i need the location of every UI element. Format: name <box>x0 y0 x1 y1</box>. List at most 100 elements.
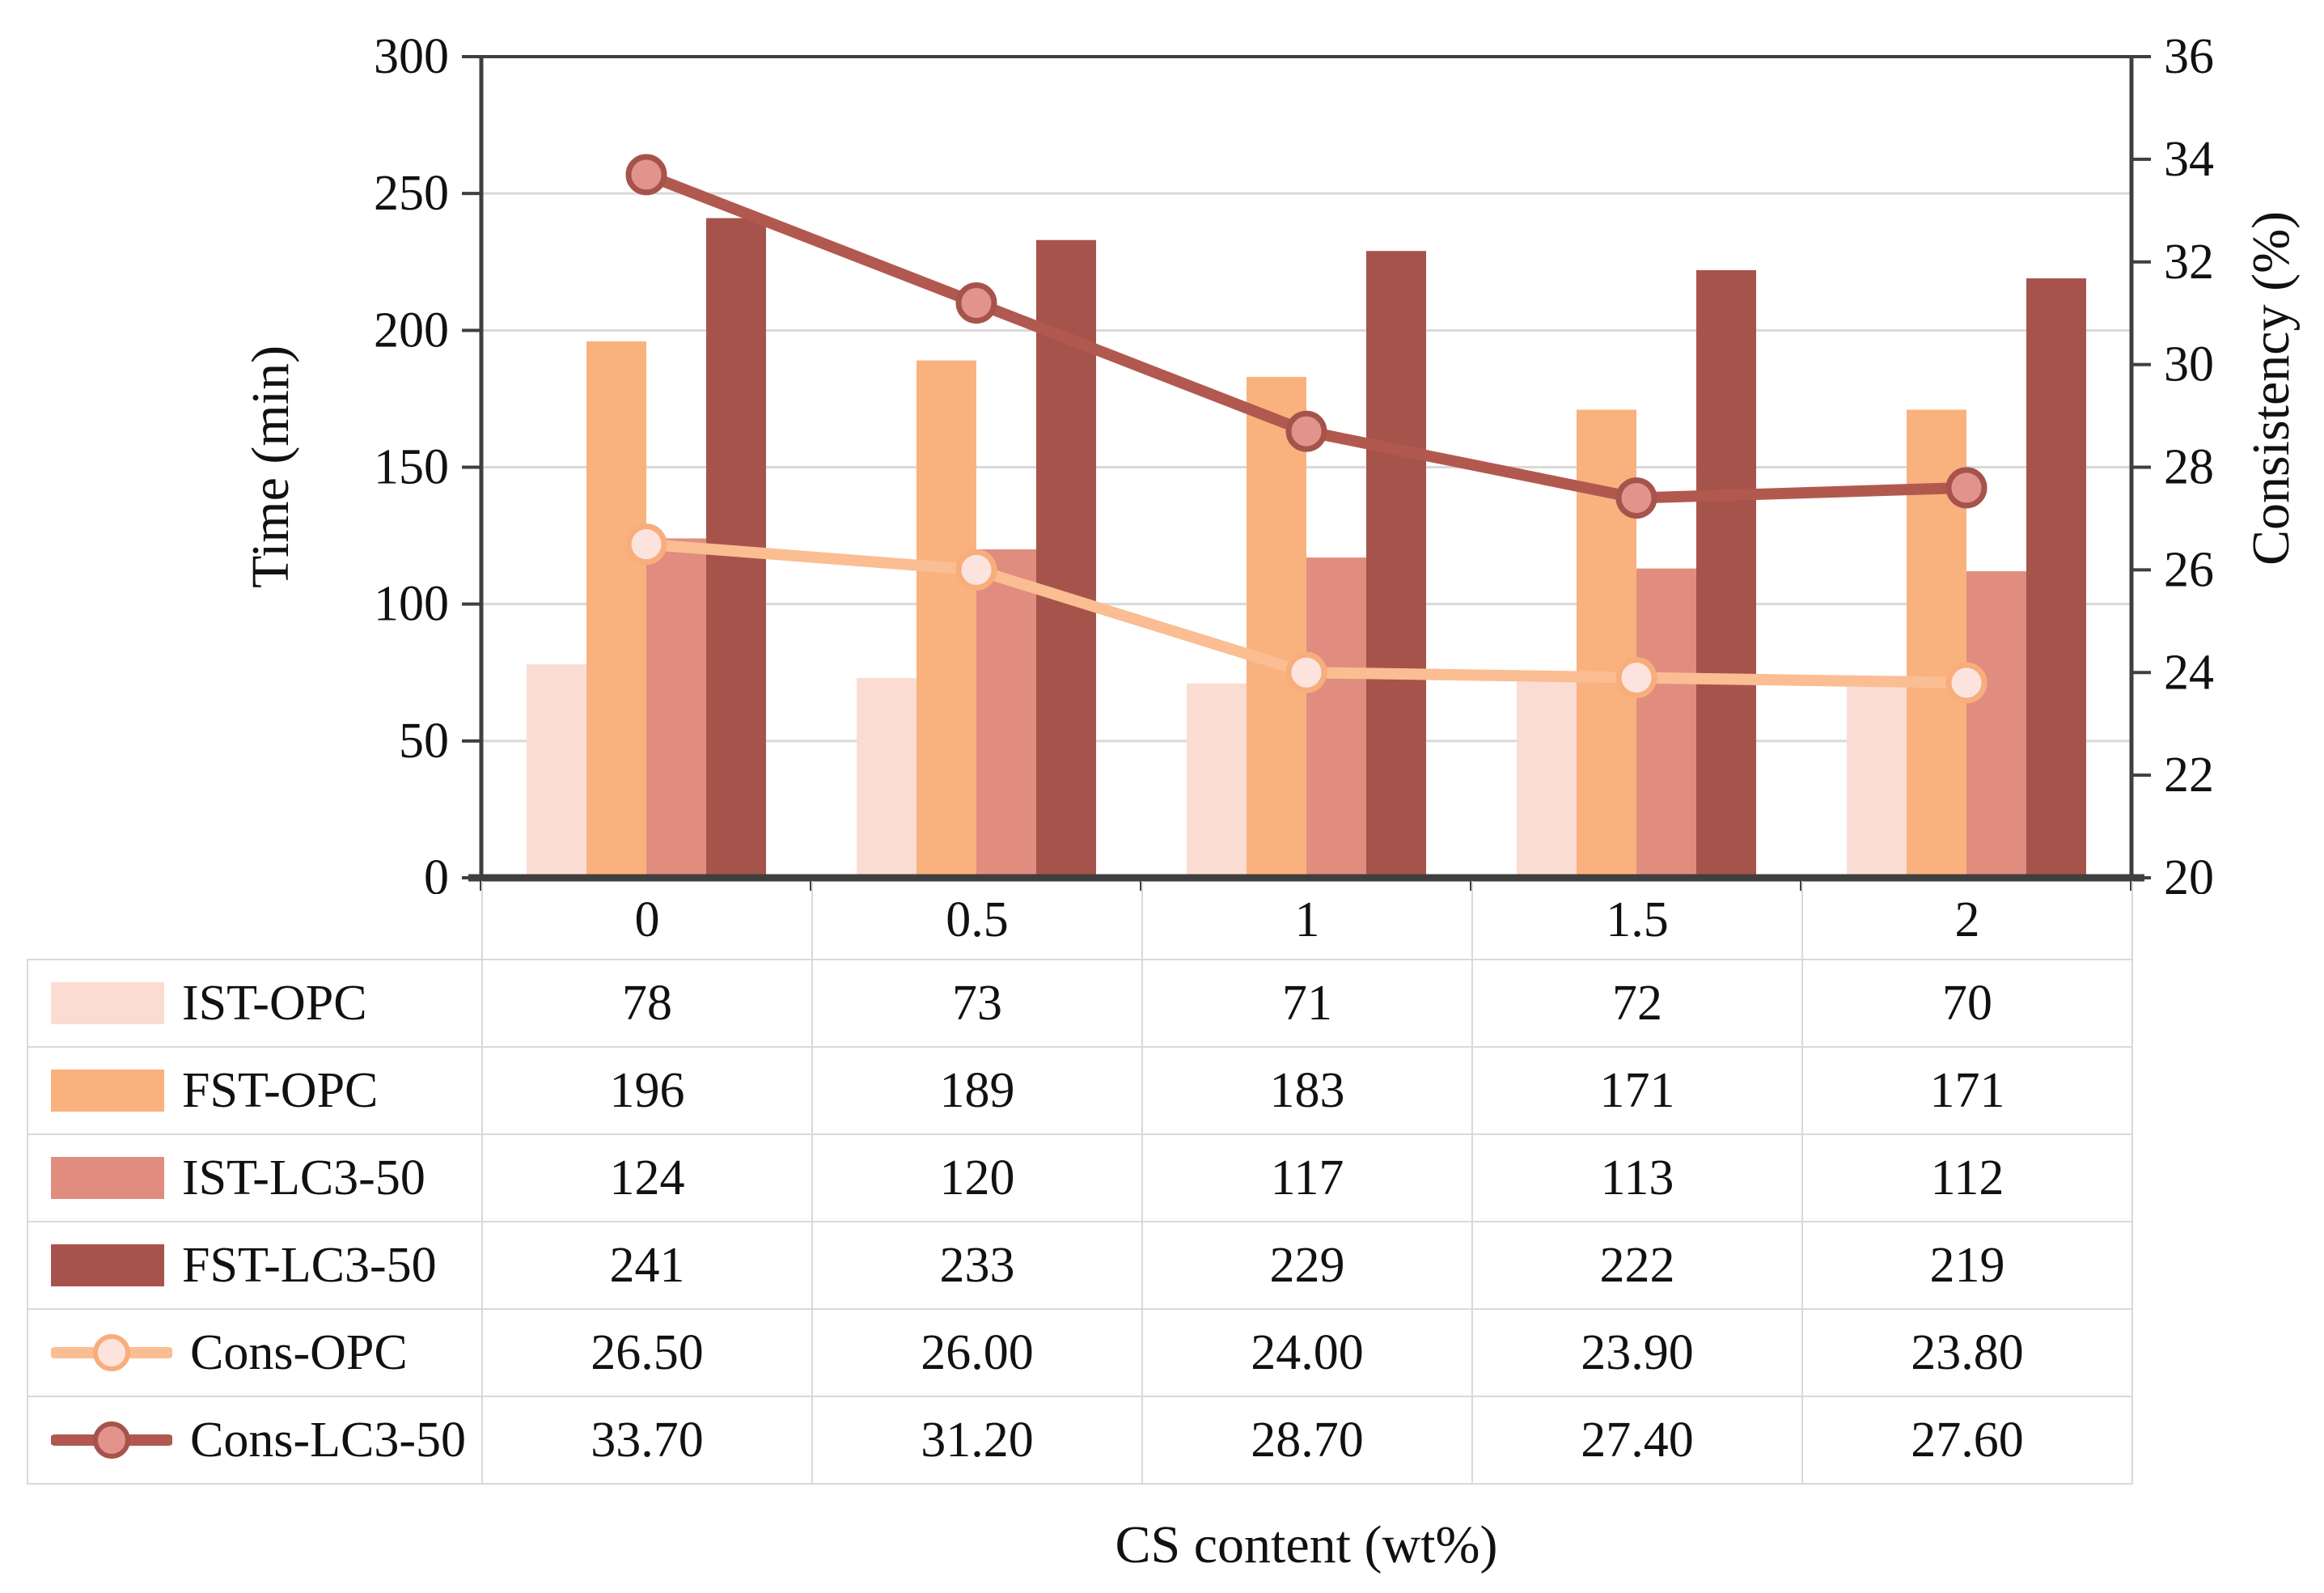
value-cell: 171 <box>1801 1046 2133 1135</box>
right-axis-tick-label: 24 <box>2164 645 2214 700</box>
value-cell: 26.50 <box>481 1308 813 1397</box>
value-cell: 120 <box>811 1133 1143 1222</box>
value-cell: 78 <box>481 959 813 1048</box>
legend-wrap: FST-LC3-50 <box>29 1237 480 1294</box>
category-row-blank-cell <box>28 881 482 960</box>
right-axis-tick-label: 30 <box>2164 337 2214 392</box>
legend-wrap: FST-OPC <box>29 1062 480 1120</box>
value-cell: 171 <box>1471 1046 1803 1135</box>
marker-Cons-OPC <box>1615 657 1657 699</box>
value-cell: 196 <box>481 1046 813 1135</box>
bar-FST-LC3-50 <box>1696 269 1756 878</box>
legend-wrap: Cons-OPC <box>29 1324 480 1382</box>
left-axis-tick-label: 300 <box>374 29 449 84</box>
legend-swatch-FST-LC3-50 <box>51 1244 164 1286</box>
legend-wrap: IST-OPC <box>29 975 480 1032</box>
legend-swatch-IST-OPC <box>51 982 164 1024</box>
bar-IST-LC3-50 <box>1306 557 1366 878</box>
bar-FST-LC3-50 <box>2026 278 2086 878</box>
bar-IST-LC3-50 <box>976 549 1036 878</box>
category-label: 0.5 <box>811 881 1143 960</box>
left-axis-tick-label: 100 <box>374 577 449 632</box>
legend-cell: FST-LC3-50 <box>27 1221 483 1310</box>
category-label: 1.5 <box>1471 881 1803 960</box>
value-cell: 33.70 <box>481 1396 813 1485</box>
left-axis-title: Time (min) <box>241 345 300 589</box>
bar-IST-LC3-50 <box>1966 571 2026 878</box>
value-cell: 112 <box>1801 1133 2133 1222</box>
value-cell: 113 <box>1471 1133 1803 1222</box>
right-axis-tick-label: 20 <box>2164 850 2214 894</box>
marker-Cons-OPC <box>625 523 667 566</box>
left-axis-tick-label: 50 <box>399 714 449 769</box>
value-cell: 31.20 <box>811 1396 1143 1485</box>
bar-IST-OPC <box>857 678 916 878</box>
series-label: FST-OPC <box>182 1062 379 1118</box>
category-label: 2 <box>1801 881 2133 960</box>
value-cell: 219 <box>1801 1221 2133 1310</box>
value-cell: 23.90 <box>1471 1308 1803 1397</box>
marker-Cons-OPC <box>955 549 997 591</box>
legend-swatch-Cons-OPC <box>51 1334 172 1371</box>
data-table: 0 0.5 1 1.5 2 IST-OPC 78 73 71 72 70 FST-OPC 196 189… <box>27 881 2133 1485</box>
right-axis-tick-label: 28 <box>2164 440 2214 495</box>
bar-FST-OPC <box>916 360 976 878</box>
marker-Cons-OPC <box>1285 651 1327 693</box>
left-axis-tick-label: 250 <box>374 166 449 221</box>
value-cell: 26.00 <box>811 1308 1143 1397</box>
right-axis-title: Consistency (%) <box>2241 210 2301 566</box>
category-label: 0 <box>481 881 813 960</box>
legend-cell: IST-LC3-50 <box>27 1133 483 1222</box>
series-label: Cons-LC3-50 <box>190 1412 466 1468</box>
marker-Cons-LC3-50 <box>955 282 997 324</box>
bar-FST-OPC <box>1247 376 1306 879</box>
value-cell: 71 <box>1141 959 1473 1048</box>
legend-wrap: IST-LC3-50 <box>29 1150 480 1207</box>
value-cell: 233 <box>811 1221 1143 1310</box>
legend-swatch-Cons-LC3-50 <box>51 1421 172 1459</box>
value-cell: 70 <box>1801 959 2133 1048</box>
value-cell: 23.80 <box>1801 1308 2133 1397</box>
marker-Cons-LC3-50 <box>1285 410 1327 452</box>
value-cell: 229 <box>1141 1221 1473 1310</box>
bar-IST-LC3-50 <box>1636 568 1696 878</box>
value-cell: 222 <box>1471 1221 1803 1310</box>
legend-swatch-IST-LC3-50 <box>51 1157 164 1199</box>
legend-cell: Cons-LC3-50 <box>27 1396 483 1485</box>
bar-IST-OPC <box>1847 686 1907 878</box>
legend-marker <box>93 1421 130 1459</box>
right-axis-tick-label: 22 <box>2164 748 2214 803</box>
series-label: Cons-OPC <box>190 1324 408 1380</box>
bar-IST-OPC <box>1517 680 1577 878</box>
category-row: 0 0.5 1 1.5 2 <box>28 881 2133 960</box>
bar-IST-OPC <box>1187 683 1247 878</box>
bar-IST-OPC <box>527 664 586 878</box>
table-row-FST-LC3-50: FST-LC3-50 241 233 229 222 219 <box>27 1221 2133 1310</box>
marker-Cons-LC3-50 <box>1615 477 1657 519</box>
bar-IST-LC3-50 <box>646 538 706 878</box>
series-label: IST-LC3-50 <box>182 1150 425 1205</box>
right-axis-tick-label: 32 <box>2164 235 2214 290</box>
x-axis-title: CS content (wt%) <box>1115 1515 1498 1574</box>
series-label: IST-OPC <box>182 975 367 1031</box>
value-cell: 28.70 <box>1141 1396 1473 1485</box>
value-cell: 27.60 <box>1801 1396 2133 1485</box>
legend-swatch-FST-OPC <box>51 1070 164 1112</box>
right-axis-tick-label: 34 <box>2164 132 2214 187</box>
value-cell: 124 <box>481 1133 813 1222</box>
table-row-IST-LC3-50: IST-LC3-50 124 120 117 113 112 <box>27 1133 2133 1222</box>
marker-Cons-LC3-50 <box>1945 467 1987 509</box>
value-cell: 27.40 <box>1471 1396 1803 1485</box>
right-axis-tick-label: 26 <box>2164 542 2214 597</box>
legend-wrap: Cons-LC3-50 <box>29 1412 480 1469</box>
table-row-Cons-OPC: Cons-OPC 26.50 26.00 24.00 23.90 23.80 <box>27 1308 2133 1397</box>
legend-marker <box>93 1334 130 1371</box>
legend-cell: FST-OPC <box>27 1046 483 1135</box>
value-cell: 241 <box>481 1221 813 1310</box>
value-cell: 117 <box>1141 1133 1473 1222</box>
legend-cell: IST-OPC <box>27 959 483 1048</box>
bar-FST-LC3-50 <box>1366 251 1426 878</box>
value-cell: 183 <box>1141 1046 1473 1135</box>
